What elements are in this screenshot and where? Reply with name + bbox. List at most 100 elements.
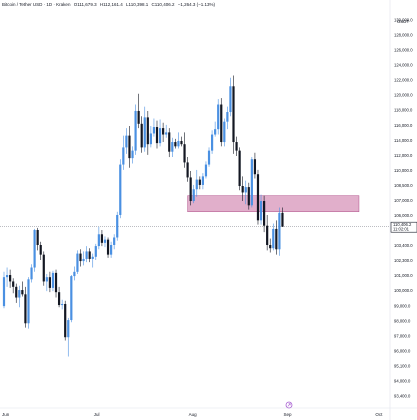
candle-body: [122, 147, 125, 165]
y-tick-label: 102,300.0: [394, 258, 413, 263]
candle: [232, 75, 235, 154]
candle: [256, 169, 260, 225]
candle-body: [204, 164, 208, 177]
candle: [21, 281, 24, 297]
candle: [116, 211, 119, 241]
candle-body: [189, 177, 192, 202]
candle: [110, 241, 113, 258]
candle-body: [134, 110, 137, 151]
y-tick-label: 97,000.0: [394, 333, 411, 338]
candle-body: [207, 150, 211, 165]
candle: [61, 299, 64, 310]
candle: [9, 269, 12, 288]
candle: [177, 132, 180, 149]
x-tick-label: Oct: [375, 412, 383, 417]
candle: [162, 122, 165, 143]
candle-body: [238, 150, 241, 187]
candle: [88, 248, 91, 263]
candle-body: [272, 228, 275, 249]
candle-body: [73, 271, 76, 277]
y-tick-label: 99,000.0: [394, 303, 411, 308]
candle-body: [192, 189, 195, 202]
close-value: C110,406.2: [151, 2, 175, 7]
candle: [2, 271, 6, 309]
candle: [269, 238, 272, 253]
candle-body: [27, 279, 30, 324]
candle: [171, 137, 174, 158]
candle-body: [82, 258, 85, 262]
x-tick-label: Aug: [189, 412, 198, 417]
candle: [229, 77, 232, 117]
candle: [131, 146, 134, 164]
candle: [113, 234, 116, 250]
low-value: L110,398.1: [126, 2, 149, 7]
candle: [12, 278, 15, 294]
candle: [103, 236, 107, 248]
candle-body: [143, 117, 146, 148]
candle-body: [76, 253, 79, 272]
candle: [42, 251, 45, 286]
last-price-countdown: 11:02:01: [393, 227, 410, 232]
candle-body: [266, 225, 269, 245]
candle-body: [186, 162, 189, 178]
candle: [183, 132, 186, 168]
candle-body: [171, 142, 174, 152]
candle: [263, 195, 266, 233]
candle-body: [217, 104, 220, 130]
candle-body: [165, 132, 168, 135]
candle: [70, 275, 73, 323]
candle-body: [97, 234, 100, 247]
candle-body: [201, 176, 204, 185]
currency-label: USDT: [397, 19, 410, 24]
candle-body: [33, 229, 36, 268]
event-marker-icon: [285, 401, 293, 409]
x-tick-label: Jun: [2, 412, 10, 417]
candle: [272, 223, 275, 251]
candle-body: [220, 104, 223, 143]
candle: [152, 118, 156, 137]
candle: [125, 128, 128, 154]
candle-body: [5, 275, 9, 278]
candle: [235, 136, 238, 156]
y-tick-label: 93,400.0: [394, 394, 411, 399]
candle: [36, 227, 39, 251]
candle-body: [259, 201, 263, 221]
y-tick-label: 114,000.0: [394, 138, 413, 143]
candle-body: [48, 277, 51, 288]
chart-header: Bitcoin / Tether USD · 1D · Kraken O111,…: [2, 2, 217, 7]
candle: [137, 93, 140, 129]
candle: [149, 125, 152, 148]
candle-body: [119, 164, 122, 215]
candle-body: [223, 121, 226, 143]
candle-body: [232, 86, 235, 143]
candle-body: [140, 123, 143, 148]
high-value: H112,161.4: [99, 2, 123, 7]
candle-body: [103, 239, 107, 243]
candle: [168, 128, 171, 158]
candle-body: [278, 212, 281, 250]
candle-body: [253, 159, 257, 175]
y-tick-label: 101,000.0: [394, 273, 413, 278]
candle: [165, 124, 168, 138]
candle: [85, 246, 88, 263]
y-tick-label: 120,000.0: [394, 93, 413, 98]
candle: [143, 106, 146, 152]
candle-body: [241, 186, 244, 193]
candle-body: [281, 212, 284, 227]
candle: [140, 116, 143, 153]
candle: [146, 110, 149, 155]
candle-body: [116, 214, 119, 238]
candle: [180, 136, 183, 147]
candle-body: [269, 244, 272, 249]
candle: [97, 226, 100, 250]
candle: [192, 184, 195, 204]
candle: [266, 214, 269, 251]
candle-body: [174, 142, 177, 147]
candle: [27, 277, 30, 329]
candle-body: [244, 187, 247, 193]
candle-body: [21, 290, 24, 295]
candle: [275, 220, 278, 255]
candle: [39, 241, 42, 261]
candle-body: [250, 159, 253, 206]
